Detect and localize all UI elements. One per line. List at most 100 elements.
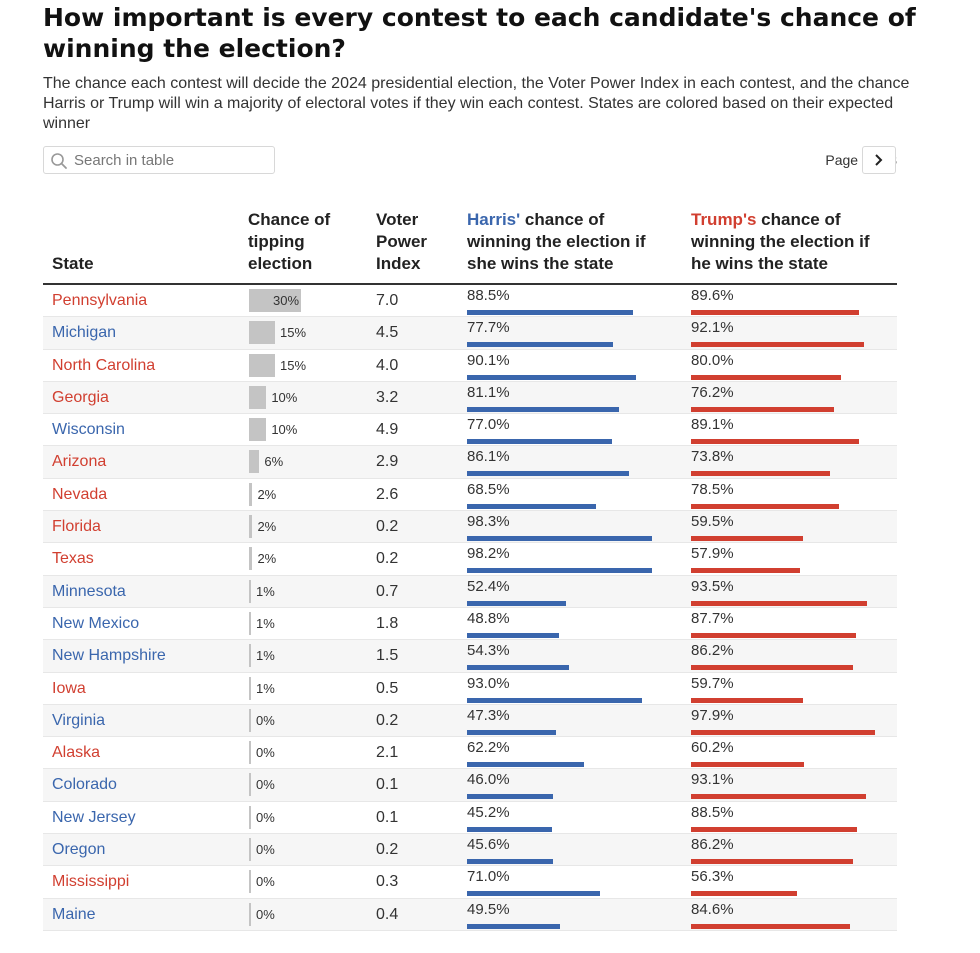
harris-chance-bar (467, 600, 566, 606)
voter-power-index: 2.1 (376, 744, 399, 762)
tipping-bar (249, 353, 275, 377)
tipping-label: 0% (256, 745, 275, 761)
harris-chance-label: 71.0% (467, 868, 510, 886)
tipping-bar (249, 547, 253, 571)
state-name: Florida (52, 518, 101, 536)
chart-title: How important is every contest to each c… (43, 3, 916, 63)
tipping-bar (249, 418, 267, 442)
trump-chance-label: 56.3% (691, 868, 734, 886)
header-trump-text: chance of winning the election if he win… (691, 210, 870, 273)
header-state[interactable]: State (52, 254, 94, 273)
state-name: Arizona (52, 453, 107, 471)
trump-chance-bar (691, 600, 867, 606)
tipping-bar (249, 321, 275, 345)
state-name: Alaska (52, 744, 101, 762)
tipping-label: 2% (257, 486, 277, 502)
table-row: Minnesota 1% 0.7 52.4% 93.5% (43, 575, 897, 608)
tipping-bar (249, 644, 251, 668)
trump-chance-bar (691, 923, 851, 929)
state-name: Iowa (52, 679, 86, 697)
header-harris[interactable]: Harris' chance of winning the election i… (467, 209, 667, 275)
header-trump-name: Trump's (691, 210, 757, 229)
harris-chance-bar (467, 632, 559, 638)
tipping-label: 1% (256, 615, 275, 631)
trump-chance-bar (691, 859, 854, 865)
trump-chance-bar (691, 310, 860, 315)
harris-chance-bar (467, 503, 596, 509)
state-name: New Hampshire (52, 647, 166, 665)
tipping-bar (249, 515, 253, 539)
harris-chance-label: 90.1% (467, 351, 510, 369)
harris-chance-label: 93.0% (467, 674, 510, 692)
harris-chance-bar (467, 794, 554, 800)
trump-chance-label: 92.1% (691, 319, 734, 337)
voter-power-index: 0.2 (376, 711, 399, 729)
trump-chance-bar (691, 826, 858, 832)
next-page-button[interactable] (862, 146, 896, 174)
table-row: Virginia 0% 0.2 47.3% 97.9% (43, 704, 897, 738)
tipping-bar (249, 482, 253, 506)
tipping-bar (249, 676, 251, 700)
search-box[interactable] (43, 146, 275, 174)
voter-power-index: 1.5 (376, 647, 399, 665)
search-input[interactable] (74, 150, 269, 170)
trump-chance-bar (691, 891, 797, 897)
trump-chance-label: 89.6% (691, 287, 734, 304)
state-name: Texas (52, 550, 94, 568)
trump-chance-bar (691, 439, 859, 445)
state-name: North Carolina (52, 356, 156, 374)
state-name: Georgia (52, 388, 109, 406)
table-row: North Carolina 15% 4.0 90.1% 80.0% (43, 350, 897, 382)
harris-chance-label: 45.6% (467, 836, 510, 854)
tipping-label: 0% (256, 777, 275, 793)
table-row: New Mexico 1% 1.8 48.8% 87.7% (43, 608, 897, 641)
trump-chance-label: 60.2% (691, 739, 734, 757)
header-tipping[interactable]: Chance of tipping election (248, 210, 331, 273)
state-name: Michigan (52, 324, 117, 342)
tipping-bar (249, 579, 251, 603)
tipping-label: 2% (257, 519, 277, 535)
harris-chance-label: 46.0% (467, 771, 510, 789)
tipping-label: 15% (280, 357, 307, 373)
tipping-label: 1% (256, 648, 275, 664)
voter-power-index: 0.2 (376, 550, 399, 568)
harris-chance-bar (467, 923, 561, 929)
tipping-bar (249, 741, 251, 765)
state-name: Oregon (52, 841, 106, 859)
harris-chance-label: 86.1% (467, 448, 510, 466)
state-name: New Jersey (52, 808, 136, 826)
state-name: Virginia (52, 711, 106, 729)
header-trump[interactable]: Trump's chance of winning the election i… (691, 209, 891, 275)
harris-chance-label: 77.7% (467, 319, 510, 337)
header-divider (43, 283, 897, 285)
search-icon (51, 153, 67, 169)
harris-chance-label: 98.2% (467, 545, 510, 563)
voter-power-index: 4.5 (376, 324, 399, 342)
tipping-label: 2% (257, 551, 277, 567)
header-harris-name: Harris' (467, 210, 521, 229)
voter-power-index: 4.9 (376, 421, 399, 439)
voter-power-index: 2.6 (376, 485, 399, 503)
voter-power-index: 0.7 (376, 582, 399, 600)
harris-chance-bar (467, 568, 652, 574)
state-name: Maine (52, 905, 96, 923)
tipping-label: 30% (273, 293, 300, 308)
harris-chance-label: 54.3% (467, 642, 510, 660)
voter-power-index: 0.5 (376, 679, 399, 697)
harris-chance-label: 52.4% (467, 577, 510, 595)
table-row: Nevada 2% 2.6 68.5% 78.5% (43, 479, 897, 512)
trump-chance-label: 97.9% (691, 706, 734, 724)
chart-subtitle: The chance each contest will decide the … (43, 75, 910, 132)
table-row: Colorado 0% 0.1 46.0% 93.1% (43, 769, 897, 802)
header-vpi[interactable]: Voter Power Index (376, 210, 428, 273)
tipping-bar (249, 611, 251, 635)
table-row: New Jersey 0% 0.1 45.2% 88.5% (43, 802, 897, 835)
header-harris-text: chance of winning the election if she wi… (467, 210, 646, 273)
trump-chance-label: 57.9% (691, 545, 734, 563)
tipping-bar (249, 289, 301, 312)
harris-chance-label: 45.2% (467, 803, 510, 821)
trump-chance-label: 80.0% (691, 351, 734, 369)
voter-power-index: 2.9 (376, 453, 399, 471)
voter-power-index: 0.1 (376, 776, 399, 794)
